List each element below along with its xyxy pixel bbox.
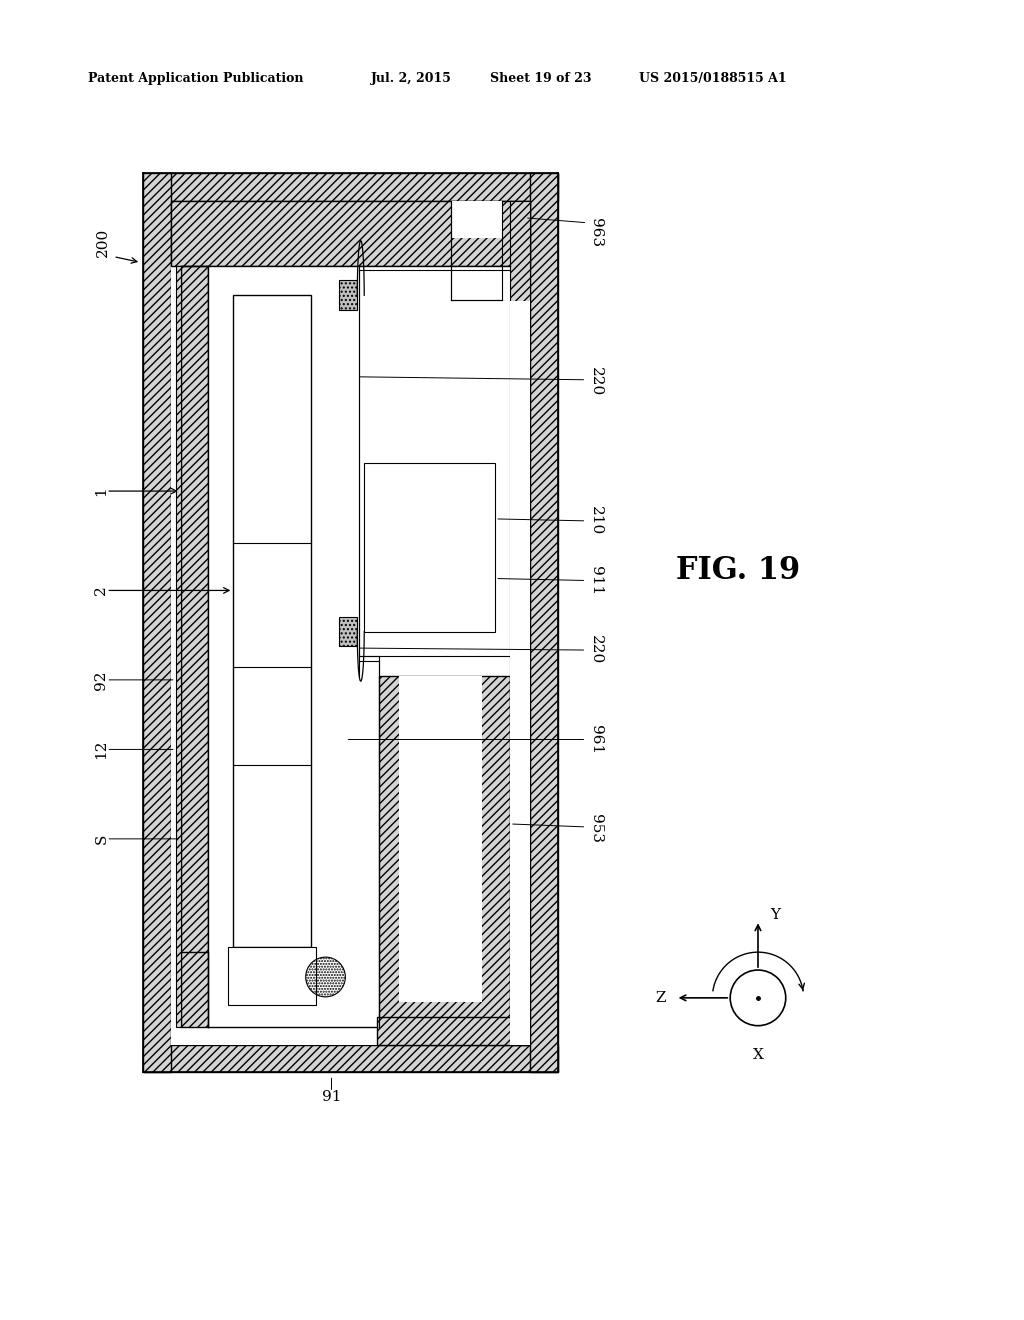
Bar xyxy=(180,952,209,1027)
Bar xyxy=(377,1016,527,1044)
Bar xyxy=(359,271,510,656)
Bar xyxy=(339,280,357,310)
Text: 1: 1 xyxy=(94,486,109,496)
Text: 210: 210 xyxy=(590,507,603,536)
Text: 220: 220 xyxy=(590,367,603,396)
Bar xyxy=(176,265,180,1027)
Text: 911: 911 xyxy=(590,566,603,595)
Bar xyxy=(233,296,310,948)
Text: US 2015/0188515 A1: US 2015/0188515 A1 xyxy=(639,73,786,86)
Text: 961: 961 xyxy=(590,725,603,754)
Bar xyxy=(171,201,529,265)
Bar xyxy=(143,173,558,201)
Text: 2: 2 xyxy=(94,586,109,595)
Text: S: S xyxy=(94,834,109,843)
Bar xyxy=(143,1044,558,1072)
Bar xyxy=(180,265,209,1024)
Bar xyxy=(339,616,357,647)
Text: Patent Application Publication: Patent Application Publication xyxy=(88,73,304,86)
Bar xyxy=(529,173,558,1072)
Text: 220: 220 xyxy=(590,635,603,665)
Text: X: X xyxy=(753,1048,764,1063)
Circle shape xyxy=(730,970,785,1026)
Text: FIG. 19: FIG. 19 xyxy=(676,556,800,586)
Text: Jul. 2, 2015: Jul. 2, 2015 xyxy=(371,73,452,86)
Bar xyxy=(209,265,510,1027)
Bar xyxy=(365,462,496,631)
Text: Y: Y xyxy=(770,908,780,923)
Text: 200: 200 xyxy=(96,228,111,257)
Text: 963: 963 xyxy=(590,218,603,247)
Text: 92: 92 xyxy=(94,671,109,689)
Bar xyxy=(171,201,529,1044)
Bar xyxy=(510,201,529,1044)
Bar xyxy=(143,173,171,1072)
Text: 953: 953 xyxy=(590,814,603,843)
Text: Z: Z xyxy=(655,991,666,1005)
Bar xyxy=(451,201,502,238)
Text: Sheet 19 of 23: Sheet 19 of 23 xyxy=(490,73,592,86)
Bar xyxy=(228,948,315,1005)
Bar xyxy=(510,301,529,1044)
Text: 12: 12 xyxy=(94,739,109,759)
Bar xyxy=(399,676,482,1002)
Bar xyxy=(379,676,510,1022)
Text: 91: 91 xyxy=(322,1090,341,1105)
